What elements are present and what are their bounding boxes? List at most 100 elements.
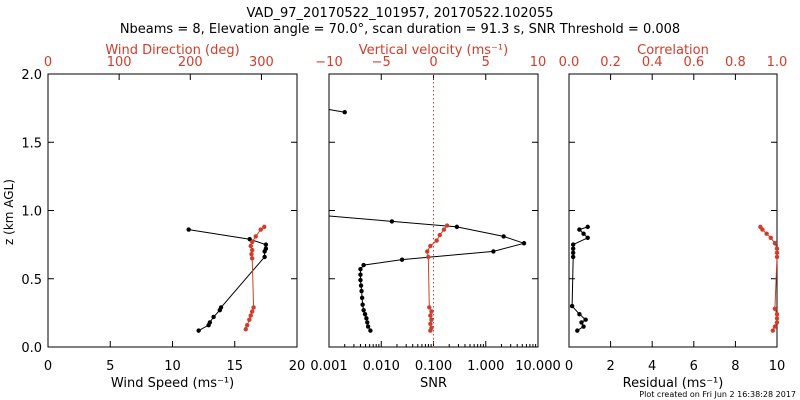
x-tick-label: 4 [648,359,656,374]
top-tick-label: 0.4 [642,55,663,70]
data-point [362,312,368,317]
top-tick-label: 0 [429,55,437,70]
data-point [570,254,576,260]
data-point [444,223,450,228]
data-point [772,241,778,246]
data-point [429,317,434,322]
x-tick-label: 10 [164,359,181,374]
x-tick-label: 0 [565,359,573,374]
data-point [368,328,373,333]
x-axis-label: SNR [420,376,447,391]
data-point [570,242,576,247]
data-point [774,312,780,317]
data-point [774,316,780,321]
series-line [328,109,345,113]
data-point [772,324,778,329]
data-point [434,238,439,243]
data-point [364,316,369,321]
y-axis-label: z (km AGL) [2,179,16,245]
data-point [358,283,364,288]
data-point [389,219,395,224]
x-tick-label: 5 [106,359,114,374]
top-tick-label: 0.6 [683,55,704,70]
data-point [245,322,250,328]
data-point [262,224,267,230]
data-point [774,246,780,251]
data-point [427,305,432,310]
x-tick-label: 10 [769,359,786,374]
y-tick-label: 1.5 [21,136,42,151]
data-point [429,309,434,314]
data-point [454,224,460,230]
data-point [428,313,433,318]
data-point [441,227,447,232]
data-point [437,232,442,238]
data-point [249,239,255,245]
data-point [428,243,433,249]
data-point [583,317,588,322]
data-point [579,320,584,325]
data-point [243,327,248,332]
x-tick-label: 6 [690,359,698,374]
top-tick-label: 0 [44,55,52,70]
top-tick-label: 100 [107,55,132,70]
plot-frame [47,73,298,348]
x-tick-label: 1.000 [467,359,504,374]
x-tick-label: 0.100 [415,359,452,374]
top-tick-label: 1.0 [767,55,788,70]
x-tick-label: 10.000 [515,359,561,374]
data-point [426,254,431,260]
data-point [425,249,430,254]
chart-title: VAD_97_20170522_101957, 20170522.102055 [247,6,554,21]
top-tick-label: 10 [530,55,547,70]
data-point [342,110,347,115]
top-axis-label: Vertical velocity (ms⁻¹) [359,43,508,58]
y-tick-label: 0.0 [21,341,42,356]
data-point [399,257,405,262]
data-point [768,235,773,240]
plot-timestamp: Plot created on Fri Jun 2 16:38:28 2017 [639,390,796,399]
x-tick-label: 0 [44,359,52,374]
data-point [248,243,253,249]
data-point [577,227,582,232]
data-point [585,224,590,230]
y-tick-label: 0.5 [21,273,42,288]
data-point [429,325,434,331]
x-axis-label: Wind Speed (ms⁻¹) [111,376,234,391]
data-point [218,305,224,310]
data-point [361,262,366,268]
data-point [249,309,255,314]
top-tick-label: 0.2 [600,55,621,70]
data-point [359,295,365,301]
data-point [196,328,201,333]
data-point [770,328,776,333]
panel-middle [328,73,539,348]
data-point [570,250,576,256]
x-tick-label: 0.010 [363,359,400,374]
data-point [570,246,576,251]
data-point [186,227,191,232]
y-tick-label: 2.0 [21,68,42,83]
data-point [207,320,213,325]
data-point [359,288,364,294]
data-point [569,303,575,309]
top-tick-label: −5 [372,55,391,70]
data-point [263,246,269,251]
data-point [258,227,263,232]
data-point [251,305,256,310]
x-tick-label: 15 [226,359,243,374]
data-point [358,277,363,283]
top-tick-label: 0.0 [559,55,580,70]
data-point [262,254,267,260]
panel-left [47,73,298,348]
x-tick-label: 0.001 [310,359,347,374]
top-axis-label: Wind Direction (deg) [105,43,239,58]
plot-frame [568,73,778,348]
top-tick-label: 200 [178,55,203,70]
data-point [758,224,763,230]
data-point [211,314,216,320]
data-point [577,312,582,317]
data-point [581,324,586,329]
